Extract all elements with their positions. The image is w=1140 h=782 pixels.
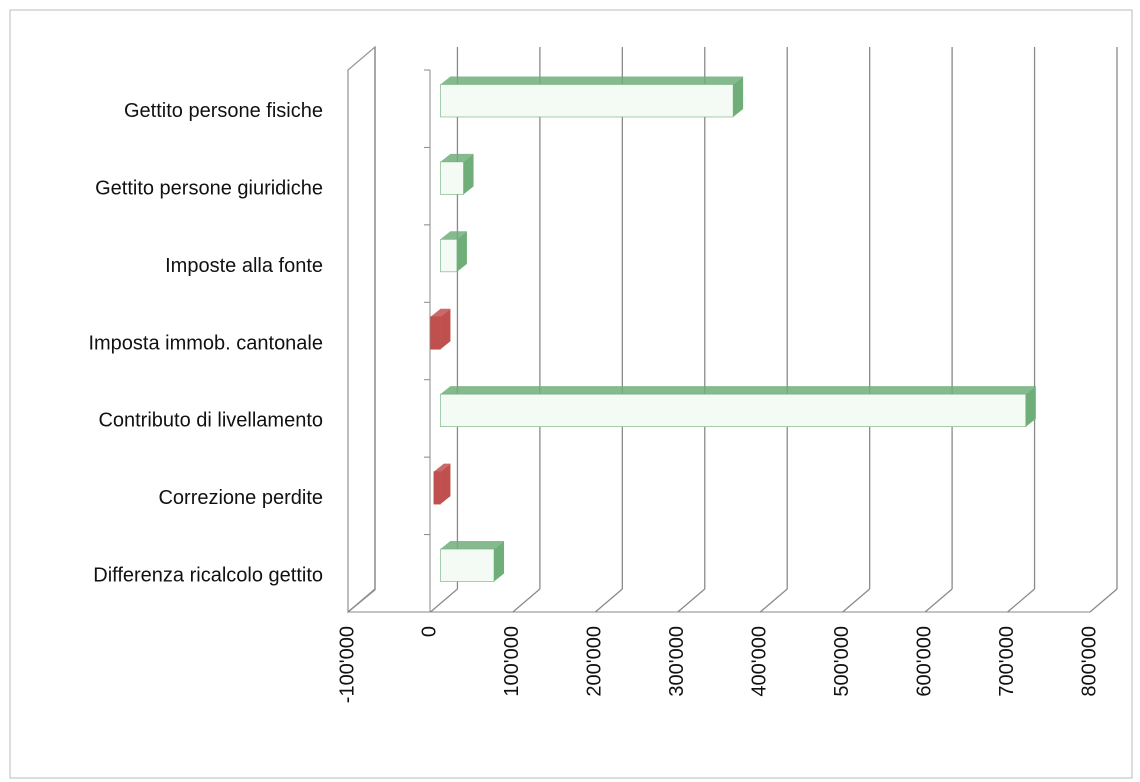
bar-top (433, 463, 451, 472)
y-tick-label: Contributo di livellamento (98, 410, 323, 432)
bar-front (440, 548, 495, 582)
x-tick-label: 800'000 (1078, 626, 1100, 697)
x-tick-label: -100'000 (336, 626, 358, 703)
floor-line (677, 588, 706, 613)
bar-side (733, 76, 744, 117)
floor-line (842, 588, 871, 613)
bar-front (440, 393, 1027, 427)
bar-side (1025, 386, 1036, 427)
x-tick-label: 300'000 (666, 626, 688, 697)
x-tick-label: 600'000 (913, 626, 935, 697)
side-wall (347, 45, 376, 614)
x-tick-label: 0 (419, 626, 441, 637)
bar-top (440, 541, 505, 550)
bar-front (440, 161, 464, 195)
x-tick-label: 400'000 (749, 626, 771, 697)
bar-top (440, 76, 744, 85)
y-tick-label: Differenza ricalcolo gettito (93, 565, 323, 587)
bar-front (433, 471, 441, 505)
floor-line (430, 588, 458, 613)
bar-top (440, 231, 467, 240)
y-tick-label: Imposta immob. cantonale (88, 332, 323, 354)
x-tick-label: 100'000 (501, 626, 523, 697)
floor-line (347, 588, 376, 613)
bar-front (430, 316, 441, 350)
floor-line (594, 588, 623, 613)
y-tick-label: Gettito persone giuridiche (95, 177, 323, 199)
bar-front (440, 84, 734, 118)
bar-top (440, 386, 1036, 395)
bar-side (456, 231, 467, 272)
bar-side (440, 308, 451, 350)
floor-line (1007, 588, 1035, 613)
x-tick-label: 700'000 (996, 626, 1018, 697)
bar-side (463, 153, 474, 195)
y-tick-label: Imposte alla fonte (165, 255, 323, 277)
floor-line (924, 588, 953, 613)
y-tick-label: Gettito persone fisiche (124, 100, 323, 122)
bar-top (430, 308, 451, 317)
y-tick-label: Correzione perdite (158, 487, 323, 509)
x-tick-label: 200'000 (584, 626, 606, 697)
bar-side (440, 463, 451, 505)
bar-top (440, 153, 474, 162)
bar-front (440, 239, 458, 273)
floor-line (759, 588, 788, 613)
bar-side (494, 541, 505, 582)
frame (9, 9, 1133, 779)
floor-line (1089, 588, 1118, 613)
floor-line (512, 588, 541, 613)
x-tick-label: 500'000 (831, 626, 853, 697)
